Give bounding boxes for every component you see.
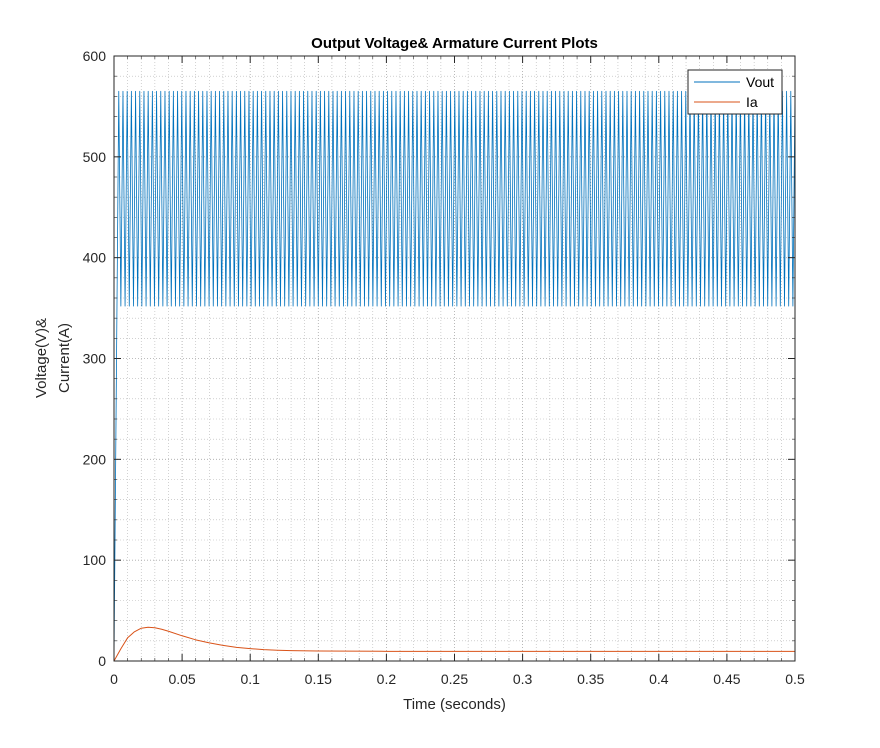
- x-tick-label: 0.25: [441, 671, 468, 687]
- y-tick-label: 400: [83, 250, 107, 266]
- y-tick-label: 200: [83, 451, 107, 467]
- x-axis-label: Time (seconds): [403, 696, 506, 713]
- ticks: [113, 55, 796, 662]
- series-line-vout: [113, 90, 796, 662]
- legend-label-vout: Vout: [746, 74, 774, 90]
- x-tick-label: 0.45: [713, 671, 740, 687]
- series-line-ia: [113, 626, 795, 662]
- chart-title: Output Voltage& Armature Current Plots: [311, 35, 598, 52]
- x-tick-label: 0.35: [577, 671, 604, 687]
- x-tick-label: 0.4: [649, 671, 669, 687]
- y-tick-label: 300: [83, 351, 107, 367]
- x-tick-label: 0.05: [168, 671, 195, 687]
- legend: Vout Ia: [687, 69, 783, 115]
- x-tick-label: 0.3: [513, 671, 533, 687]
- x-tick-labels: 0 0.05 0.1 0.15 0.2 0.25 0.3 0.35 0.4 0.45 0.5: [110, 671, 805, 687]
- legend-label-ia: Ia: [746, 94, 758, 110]
- y-axis-label-line1: Voltage(V)&: [33, 318, 50, 398]
- x-tick-label: 0.15: [305, 671, 332, 687]
- plot-area: [113, 90, 796, 662]
- y-tick-labels: 0 100 200 300 400 500 600: [83, 48, 107, 669]
- y-tick-label: 0: [98, 653, 106, 669]
- x-tick-label: 0.2: [377, 671, 397, 687]
- legend-box: [687, 69, 783, 115]
- x-tick-label: 0.5: [785, 671, 805, 687]
- x-tick-label: 0.1: [240, 671, 260, 687]
- y-tick-label: 600: [83, 48, 107, 64]
- y-tick-label: 500: [83, 149, 107, 165]
- y-axis-label-line2: Current(A): [56, 323, 73, 393]
- y-tick-label: 100: [83, 552, 107, 568]
- x-tick-label: 0: [110, 671, 118, 687]
